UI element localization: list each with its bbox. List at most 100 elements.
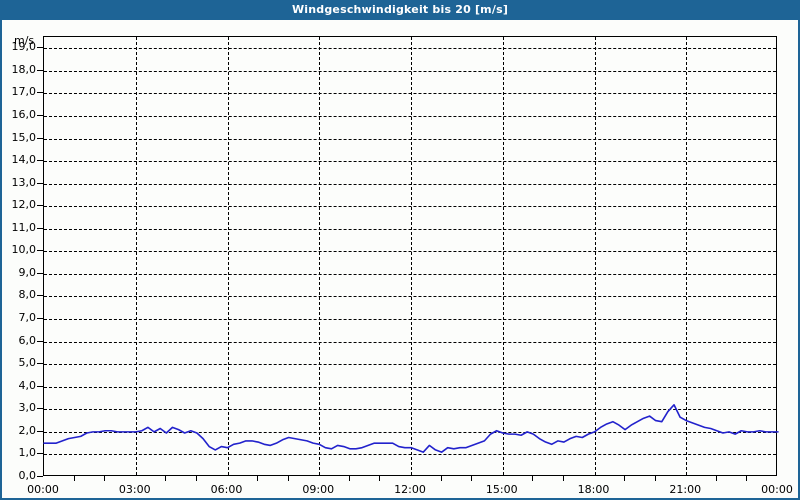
y-axis-tick [37, 363, 43, 365]
y-axis-tick-label: 16,0 [11, 107, 37, 121]
x-axis-minor-tick [624, 476, 626, 481]
x-axis-minor-tick [165, 476, 167, 481]
y-axis-tick-label: 17,0 [11, 85, 37, 99]
y-axis-tick-label: 8,0 [18, 288, 37, 302]
x-axis-minor-tick [257, 476, 259, 481]
gridline-horizontal [44, 319, 776, 321]
y-axis-tick-label: 4,0 [18, 378, 37, 392]
y-axis-tick-label: 12,0 [11, 198, 37, 212]
y-axis-tick [37, 476, 43, 477]
x-axis-minor-tick [746, 476, 748, 481]
x-axis-minor-tick [104, 476, 106, 481]
x-axis-minor-tick [562, 476, 564, 481]
y-axis-tick-label: 19,0 [11, 40, 37, 54]
gridline-horizontal [44, 273, 776, 275]
x-axis-minor-tick [715, 476, 717, 481]
x-axis-time: 12:00 [394, 483, 426, 496]
chart-canvas: m/s 0,0 1,0 2,0 3,0 4,0 5,0 6,0 7,0 8,0 9,0 10,0 11… [2, 20, 798, 498]
y-axis-tick [37, 47, 43, 49]
x-axis-minor-tick [287, 476, 289, 481]
x-axis-minor-tick [654, 476, 656, 481]
x-axis-minor-tick [532, 476, 534, 481]
y-axis-tick-label: 5,0 [18, 356, 37, 370]
series-polyline [43, 403, 779, 453]
x-axis-time: 09:00 [302, 483, 335, 496]
gridline-horizontal [44, 115, 776, 117]
gridline-vertical [411, 37, 412, 475]
x-axis-tick-label: 00:0004.03.13 [737, 482, 798, 498]
gridline-horizontal [44, 296, 776, 298]
y-axis-tick [37, 272, 43, 274]
y-axis-tick [37, 430, 43, 432]
gridline-horizontal [44, 161, 776, 163]
y-axis-tick-label: 18,0 [11, 62, 37, 76]
y-axis-tick [37, 92, 43, 94]
gridline-horizontal [44, 341, 776, 343]
gridline-vertical [135, 37, 137, 475]
window-title: Windgeschwindigkeit bis 20 [m/s] [2, 0, 798, 20]
y-axis-tick [37, 160, 43, 162]
gridline-vertical [319, 37, 321, 475]
gridline-horizontal [44, 93, 776, 95]
x-axis-minor-tick [195, 476, 197, 481]
x-axis-minor-tick [73, 476, 75, 481]
y-axis-tick-label: 15,0 [11, 130, 37, 144]
x-axis-time: 00:00 [27, 483, 59, 496]
y-axis-tick [37, 69, 43, 71]
y-axis-tick [37, 408, 43, 410]
y-axis-tick [37, 227, 43, 229]
y-axis-tick [37, 295, 43, 297]
y-axis-unit-label: m/s [14, 34, 35, 47]
x-axis-time: 18:00 [577, 483, 610, 496]
x-axis-minor-tick [348, 476, 350, 481]
x-axis-time: 03:00 [118, 483, 151, 496]
gridline-horizontal [44, 251, 776, 253]
gridline-horizontal [44, 138, 776, 140]
x-axis-time: 06:00 [210, 483, 243, 496]
y-axis-tick-label: 0,0 [18, 469, 37, 482]
x-axis-minor-tick [440, 476, 442, 481]
gridline-horizontal [44, 70, 776, 72]
y-axis-tick-label: 7,0 [18, 311, 37, 325]
gridline-horizontal [44, 183, 776, 185]
gridline-horizontal [44, 228, 776, 230]
y-axis-tick-label: 3,0 [18, 401, 37, 415]
y-axis-tick-label: 11,0 [11, 220, 37, 234]
x-axis-time: 21:00 [669, 483, 702, 496]
gridline-horizontal [44, 386, 776, 388]
gridline-vertical [502, 37, 504, 475]
y-axis-tick [37, 205, 43, 207]
y-axis-tick [37, 250, 43, 252]
x-axis-minor-tick [379, 476, 381, 481]
gridline-vertical [594, 37, 596, 475]
gridline-horizontal [44, 48, 776, 50]
x-axis-time: 00:00 [761, 483, 793, 496]
y-axis-tick-label: 6,0 [18, 333, 37, 347]
y-axis-tick-label: 14,0 [11, 153, 37, 167]
y-axis-tick [37, 137, 43, 139]
y-axis-tick [37, 182, 43, 184]
gridline-vertical [686, 37, 688, 475]
y-axis-tick [37, 318, 43, 320]
gridline-horizontal [44, 431, 776, 433]
x-axis-time: 15:00 [485, 483, 518, 496]
gridline-horizontal [44, 454, 776, 456]
wind-speed-line-series [43, 403, 779, 453]
gridline-horizontal [44, 409, 776, 411]
y-axis-tick [37, 340, 43, 342]
gridline-horizontal [44, 206, 776, 208]
y-axis-tick-label: 9,0 [18, 265, 37, 279]
x-axis-minor-tick [471, 476, 473, 481]
y-axis-tick [37, 114, 43, 116]
y-axis-tick-label: 1,0 [18, 446, 37, 460]
plot-area [43, 36, 779, 476]
y-axis-tick-label: 13,0 [11, 175, 37, 189]
